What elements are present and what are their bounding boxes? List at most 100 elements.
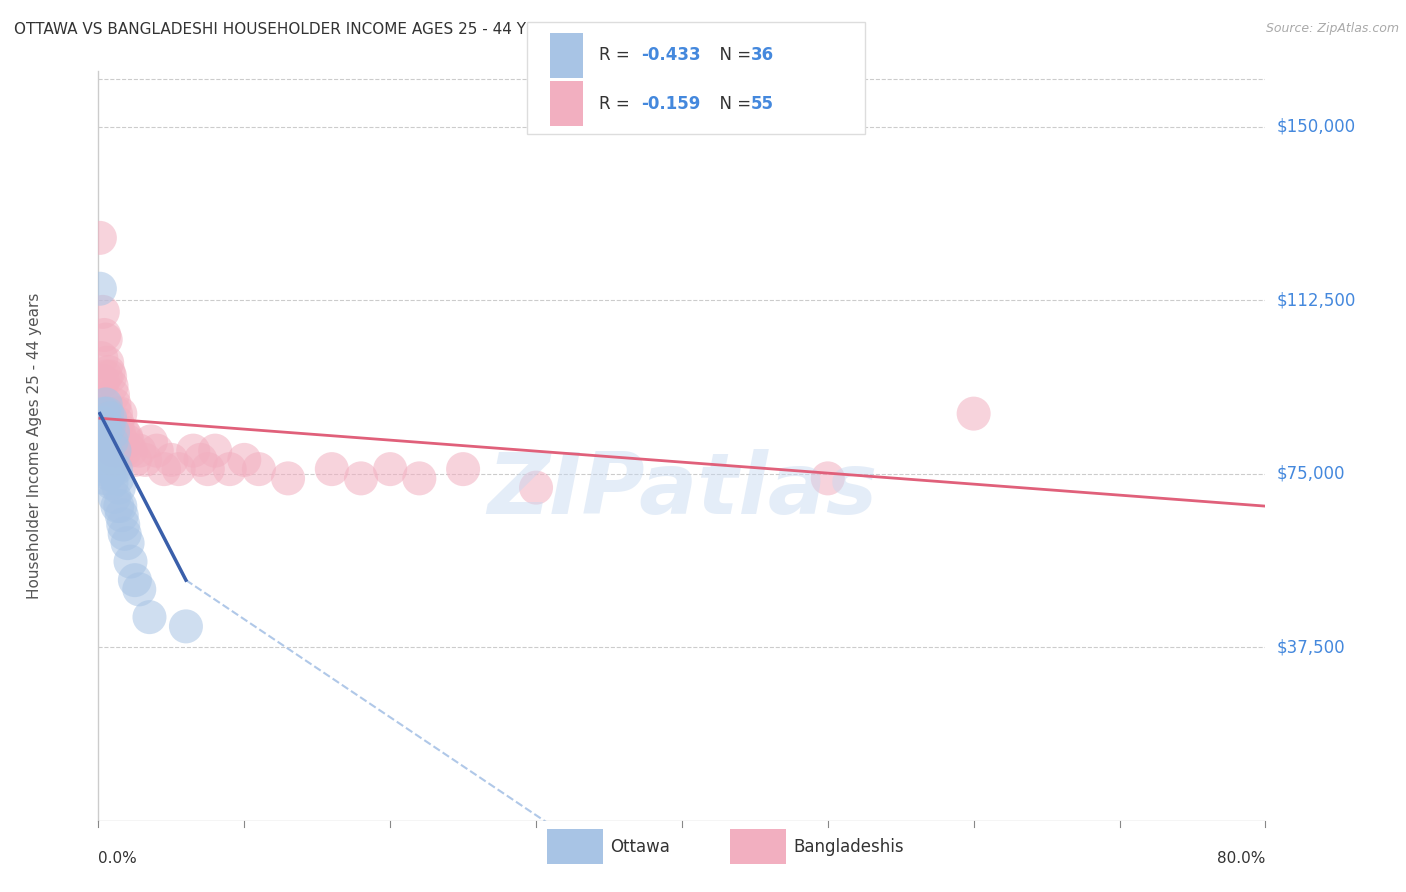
Point: [408, 471, 430, 485]
Point: [90, 434, 112, 449]
Text: Ottawa: Ottawa: [610, 838, 671, 855]
Text: 55: 55: [751, 95, 773, 112]
Point: [111, 508, 134, 523]
Point: [321, 462, 343, 476]
Point: [104, 462, 127, 476]
Point: [98, 462, 121, 476]
Point: [98, 369, 121, 384]
Point: [524, 481, 547, 495]
Point: [108, 481, 131, 495]
Point: [90, 351, 112, 365]
Point: [167, 462, 190, 476]
Point: [101, 388, 124, 402]
Point: [277, 471, 299, 485]
Point: [97, 420, 120, 434]
Point: [100, 475, 122, 490]
Text: N =: N =: [709, 95, 756, 112]
Text: Householder Income Ages 25 - 44 years: Householder Income Ages 25 - 44 years: [27, 293, 42, 599]
Point: [146, 443, 169, 458]
Text: $112,500: $112,500: [1277, 292, 1355, 310]
Point: [128, 443, 150, 458]
Point: [247, 462, 270, 476]
Point: [97, 420, 120, 434]
Point: [96, 407, 118, 421]
Point: [120, 555, 142, 569]
Point: [218, 462, 240, 476]
Text: -0.433: -0.433: [641, 46, 700, 64]
Point: [94, 397, 117, 411]
Point: [103, 443, 125, 458]
Point: [117, 536, 139, 550]
Point: [98, 411, 121, 425]
Point: [94, 369, 117, 384]
Point: [115, 430, 138, 444]
Point: [104, 407, 127, 421]
Point: [190, 453, 212, 467]
Point: [91, 305, 114, 319]
Text: $37,500: $37,500: [1277, 638, 1346, 657]
Point: [111, 434, 134, 449]
Point: [97, 467, 120, 481]
Point: [110, 499, 132, 513]
Point: [105, 499, 128, 513]
Point: [112, 517, 135, 532]
Point: [89, 231, 111, 245]
Point: [114, 443, 136, 458]
Text: N =: N =: [709, 46, 756, 64]
Point: [197, 462, 219, 476]
Point: [128, 582, 150, 597]
Point: [134, 453, 156, 467]
Point: [350, 471, 373, 485]
Text: 36: 36: [751, 46, 773, 64]
Point: [112, 425, 135, 439]
Point: [114, 527, 136, 541]
Point: [124, 453, 146, 467]
Point: [93, 407, 115, 421]
Point: [101, 462, 124, 476]
Point: [101, 425, 124, 439]
Point: [233, 453, 256, 467]
Point: [174, 619, 197, 633]
Point: [97, 365, 120, 379]
Point: [153, 462, 176, 476]
Text: Bangladeshis: Bangladeshis: [793, 838, 904, 855]
Point: [89, 282, 111, 296]
Text: R =: R =: [599, 46, 636, 64]
Point: [94, 471, 117, 485]
Point: [103, 490, 125, 504]
Text: 0.0%: 0.0%: [98, 851, 138, 866]
Point: [96, 448, 118, 462]
Text: $75,000: $75,000: [1277, 465, 1346, 483]
Point: [91, 462, 114, 476]
Point: [380, 462, 402, 476]
Text: Source: ZipAtlas.com: Source: ZipAtlas.com: [1265, 22, 1399, 36]
Point: [90, 453, 112, 467]
Point: [817, 471, 839, 485]
Point: [100, 434, 122, 449]
Point: [91, 416, 114, 430]
Point: [204, 443, 226, 458]
Point: [105, 443, 128, 458]
Point: [103, 397, 125, 411]
Point: [124, 573, 146, 587]
Point: [100, 434, 122, 449]
Text: R =: R =: [599, 95, 636, 112]
Point: [96, 407, 118, 421]
Text: 80.0%: 80.0%: [1218, 851, 1265, 866]
Point: [105, 471, 128, 485]
Point: [100, 379, 122, 393]
Point: [98, 425, 121, 439]
Point: [139, 434, 162, 449]
Point: [94, 333, 117, 347]
Point: [93, 443, 115, 458]
Point: [93, 328, 115, 343]
Point: [110, 407, 132, 421]
Point: [101, 443, 124, 458]
Point: [93, 397, 115, 411]
Point: [120, 443, 142, 458]
Point: [160, 453, 183, 467]
Point: [962, 407, 984, 421]
Point: [117, 434, 139, 449]
Point: [138, 610, 160, 624]
Text: ZIPatlas: ZIPatlas: [486, 450, 877, 533]
